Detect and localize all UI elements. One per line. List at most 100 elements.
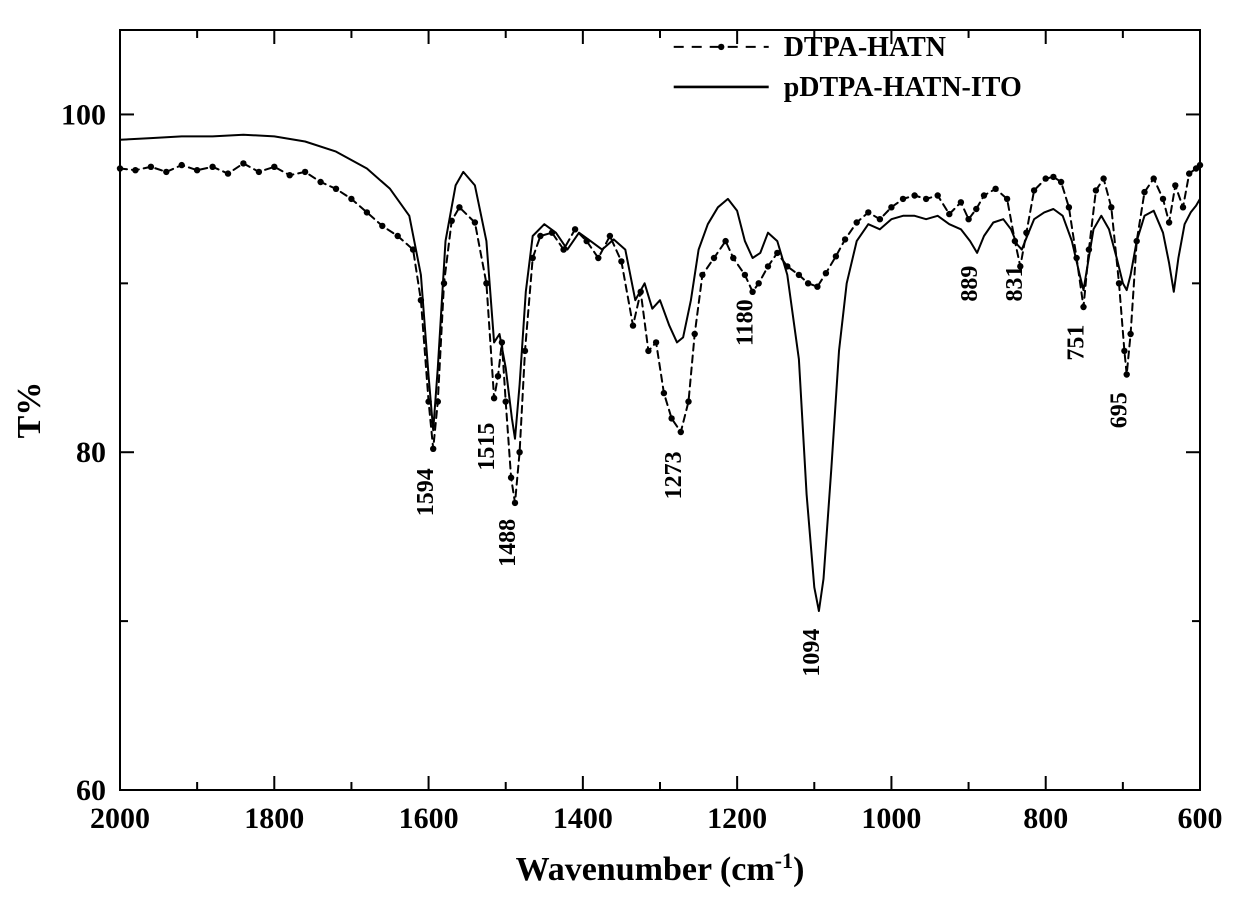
x-tick-label: 1400 bbox=[553, 802, 613, 835]
peak-label-1515: 1515 bbox=[474, 423, 500, 471]
series-marker bbox=[973, 206, 979, 212]
series-marker bbox=[512, 500, 518, 506]
series-marker bbox=[1121, 348, 1127, 354]
ir-spectrum-chart: 2000180016001400120010008006006080100T%W… bbox=[0, 0, 1240, 919]
x-axis-label: Wavenumber (cm-1) bbox=[516, 848, 805, 889]
series-marker bbox=[618, 258, 624, 264]
series-marker bbox=[516, 449, 522, 455]
peak-label-695: 695 bbox=[1107, 392, 1133, 428]
series-marker bbox=[607, 233, 613, 239]
series-marker bbox=[668, 415, 674, 421]
series-marker bbox=[722, 238, 728, 244]
series-marker bbox=[685, 398, 691, 404]
series-marker bbox=[179, 162, 185, 168]
series-marker bbox=[814, 284, 820, 290]
series-marker bbox=[364, 209, 370, 215]
series-marker bbox=[1180, 204, 1186, 210]
series-marker bbox=[653, 339, 659, 345]
series-marker bbox=[430, 446, 436, 452]
series-marker bbox=[854, 219, 860, 225]
series-marker bbox=[132, 167, 138, 173]
series-1 bbox=[120, 135, 1200, 611]
series-marker bbox=[1166, 219, 1172, 225]
series-marker bbox=[287, 172, 293, 178]
series-marker bbox=[1108, 204, 1114, 210]
y-tick-label: 100 bbox=[61, 98, 106, 131]
series-marker bbox=[595, 255, 601, 261]
legend-label-0: DTPA-HATN bbox=[784, 32, 946, 63]
x-tick-label: 1800 bbox=[244, 802, 304, 835]
series-marker bbox=[1058, 179, 1064, 185]
series-marker bbox=[765, 263, 771, 269]
peak-label-889: 889 bbox=[957, 266, 983, 302]
y-tick-label: 60 bbox=[76, 774, 106, 807]
series-marker bbox=[572, 226, 578, 232]
series-marker bbox=[1100, 175, 1106, 181]
y-tick-label: 80 bbox=[76, 436, 106, 469]
series-marker bbox=[1116, 280, 1122, 286]
series-marker bbox=[163, 169, 169, 175]
series-marker bbox=[256, 169, 262, 175]
series-marker bbox=[730, 255, 736, 261]
series-marker bbox=[317, 179, 323, 185]
y-axis-label: T% bbox=[11, 382, 48, 439]
series-marker bbox=[1043, 175, 1049, 181]
series-marker bbox=[537, 233, 543, 239]
series-marker bbox=[1080, 304, 1086, 310]
series-marker bbox=[711, 255, 717, 261]
series-marker bbox=[749, 289, 755, 295]
series-marker bbox=[1141, 189, 1147, 195]
series-marker bbox=[900, 196, 906, 202]
series-marker bbox=[935, 192, 941, 198]
series-marker bbox=[805, 280, 811, 286]
series-marker bbox=[796, 272, 802, 278]
peak-label-1180: 1180 bbox=[733, 299, 759, 346]
series-marker bbox=[923, 196, 929, 202]
series-marker bbox=[491, 395, 497, 401]
series-marker bbox=[1160, 196, 1166, 202]
peak-label-751: 751 bbox=[1064, 325, 1090, 361]
series-marker bbox=[495, 373, 501, 379]
series-marker bbox=[661, 390, 667, 396]
series-marker bbox=[1004, 196, 1010, 202]
peak-label-1094: 1094 bbox=[799, 629, 825, 677]
series-marker bbox=[865, 209, 871, 215]
series-marker bbox=[456, 204, 462, 210]
series-marker bbox=[678, 429, 684, 435]
series-marker bbox=[209, 164, 215, 170]
series-marker bbox=[946, 211, 952, 217]
series-marker bbox=[756, 280, 762, 286]
series-marker bbox=[1031, 187, 1037, 193]
series-marker bbox=[823, 270, 829, 276]
series-marker bbox=[194, 167, 200, 173]
series-marker bbox=[395, 233, 401, 239]
series-marker bbox=[240, 160, 246, 166]
series-marker bbox=[833, 253, 839, 259]
series-marker bbox=[888, 204, 894, 210]
x-tick-label: 1600 bbox=[399, 802, 459, 835]
x-tick-label: 600 bbox=[1178, 802, 1223, 835]
series-marker bbox=[877, 216, 883, 222]
series-marker bbox=[630, 322, 636, 328]
x-tick-label: 800 bbox=[1023, 802, 1068, 835]
series-marker bbox=[117, 165, 123, 171]
series-marker bbox=[1151, 175, 1157, 181]
x-tick-label: 1200 bbox=[707, 802, 767, 835]
series-marker bbox=[692, 331, 698, 337]
series-marker bbox=[333, 186, 339, 192]
legend-label-1: pDTPA-HATN-ITO bbox=[784, 72, 1022, 103]
series-marker bbox=[1172, 182, 1178, 188]
series-marker bbox=[508, 474, 514, 480]
peak-label-1488: 1488 bbox=[495, 519, 521, 567]
peak-label-1594: 1594 bbox=[413, 468, 439, 516]
series-marker bbox=[148, 164, 154, 170]
series-marker bbox=[1050, 174, 1056, 180]
series-marker bbox=[1124, 371, 1130, 377]
series-marker bbox=[1093, 187, 1099, 193]
series-marker bbox=[271, 164, 277, 170]
peak-label-831: 831 bbox=[1002, 266, 1028, 302]
series-marker bbox=[472, 219, 478, 225]
series-marker bbox=[1066, 204, 1072, 210]
series-marker bbox=[1186, 170, 1192, 176]
series-marker bbox=[348, 196, 354, 202]
